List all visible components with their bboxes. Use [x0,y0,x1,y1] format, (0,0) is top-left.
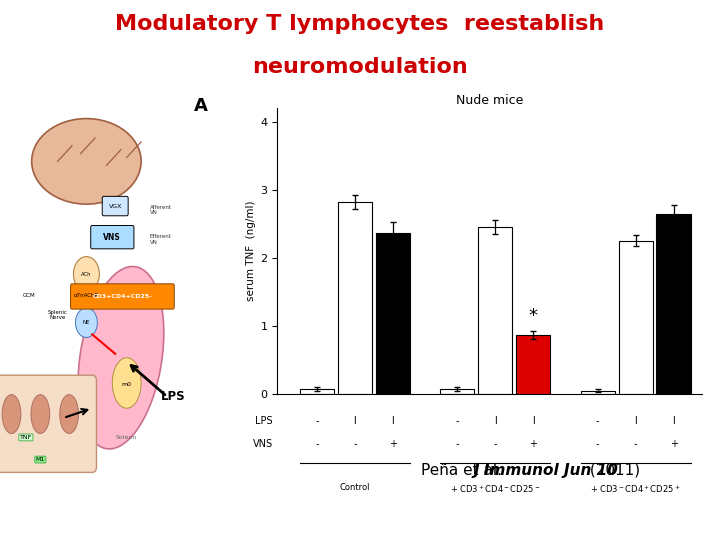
Circle shape [73,256,99,292]
Text: l: l [672,416,675,427]
Text: -: - [596,416,600,427]
Text: +: + [389,439,397,449]
Text: VGX: VGX [109,204,122,208]
Bar [580,391,615,394]
Text: LPS: LPS [161,390,185,403]
Text: NE: NE [83,320,90,325]
Text: ACh: ACh [81,272,91,276]
Text: l: l [532,416,534,427]
Text: l: l [634,416,637,427]
Text: M1: M1 [36,457,45,462]
Bar [300,389,334,394]
Text: Efferent
VN: Efferent VN [150,234,171,245]
Y-axis label: serum TNF  (ng/ml): serum TNF (ng/ml) [246,201,256,301]
Text: LPS: LPS [256,416,273,427]
Text: Splenic
Nerve: Splenic Nerve [48,309,68,320]
Text: J Immunol Jun 10: J Immunol Jun 10 [474,463,618,478]
Text: *: * [528,307,538,326]
Text: + CD3$^-$CD4$^+$CD25$^+$: + CD3$^-$CD4$^+$CD25$^+$ [590,483,681,495]
Text: -: - [315,416,319,427]
Text: -: - [315,439,319,449]
Ellipse shape [112,357,141,408]
Ellipse shape [78,266,164,449]
Text: m0: m0 [122,382,132,387]
Ellipse shape [2,395,21,434]
Text: +: + [670,439,678,449]
Bar [618,241,653,394]
Text: Control: Control [340,483,370,492]
Bar [376,233,410,394]
FancyBboxPatch shape [91,226,134,249]
FancyBboxPatch shape [71,284,174,309]
Text: + CD3$^+$CD4$^-$CD25$^-$: + CD3$^+$CD4$^-$CD25$^-$ [450,483,541,495]
Text: A: A [194,97,208,114]
Text: -: - [634,439,637,449]
Ellipse shape [32,119,141,204]
Text: -: - [493,439,497,449]
Text: +: + [529,439,537,449]
Ellipse shape [60,395,78,434]
Bar [338,202,372,394]
Bar [657,214,690,394]
Text: GCM: GCM [22,293,35,298]
Text: α7nAChR: α7nAChR [73,293,99,298]
Text: (2011): (2011) [585,463,641,478]
Bar [516,335,550,394]
Text: -: - [456,439,459,449]
Text: l: l [354,416,356,427]
Text: Afferent
VN: Afferent VN [150,205,172,215]
Text: VNS: VNS [253,439,273,449]
Text: -: - [456,416,459,427]
Title: Nude mice: Nude mice [456,94,523,107]
FancyBboxPatch shape [0,375,96,472]
Ellipse shape [31,395,50,434]
Text: -: - [596,439,600,449]
Circle shape [76,308,97,338]
Bar [478,227,513,394]
Text: CD3+CD4+CD25-: CD3+CD4+CD25- [92,294,153,299]
Text: Modulatory T lymphocytes  reestablish: Modulatory T lymphocytes reestablish [115,14,605,33]
FancyBboxPatch shape [102,197,128,216]
Text: TNF: TNF [19,435,32,440]
Text: -: - [354,439,356,449]
Text: VNS: VNS [104,233,121,242]
Bar [441,389,474,394]
Text: neuromodulation: neuromodulation [252,57,468,77]
Text: l: l [392,416,395,427]
Text: Soleen: Soleen [116,435,138,440]
Text: Peña et al.: Peña et al. [421,463,507,478]
Text: l: l [494,416,497,427]
